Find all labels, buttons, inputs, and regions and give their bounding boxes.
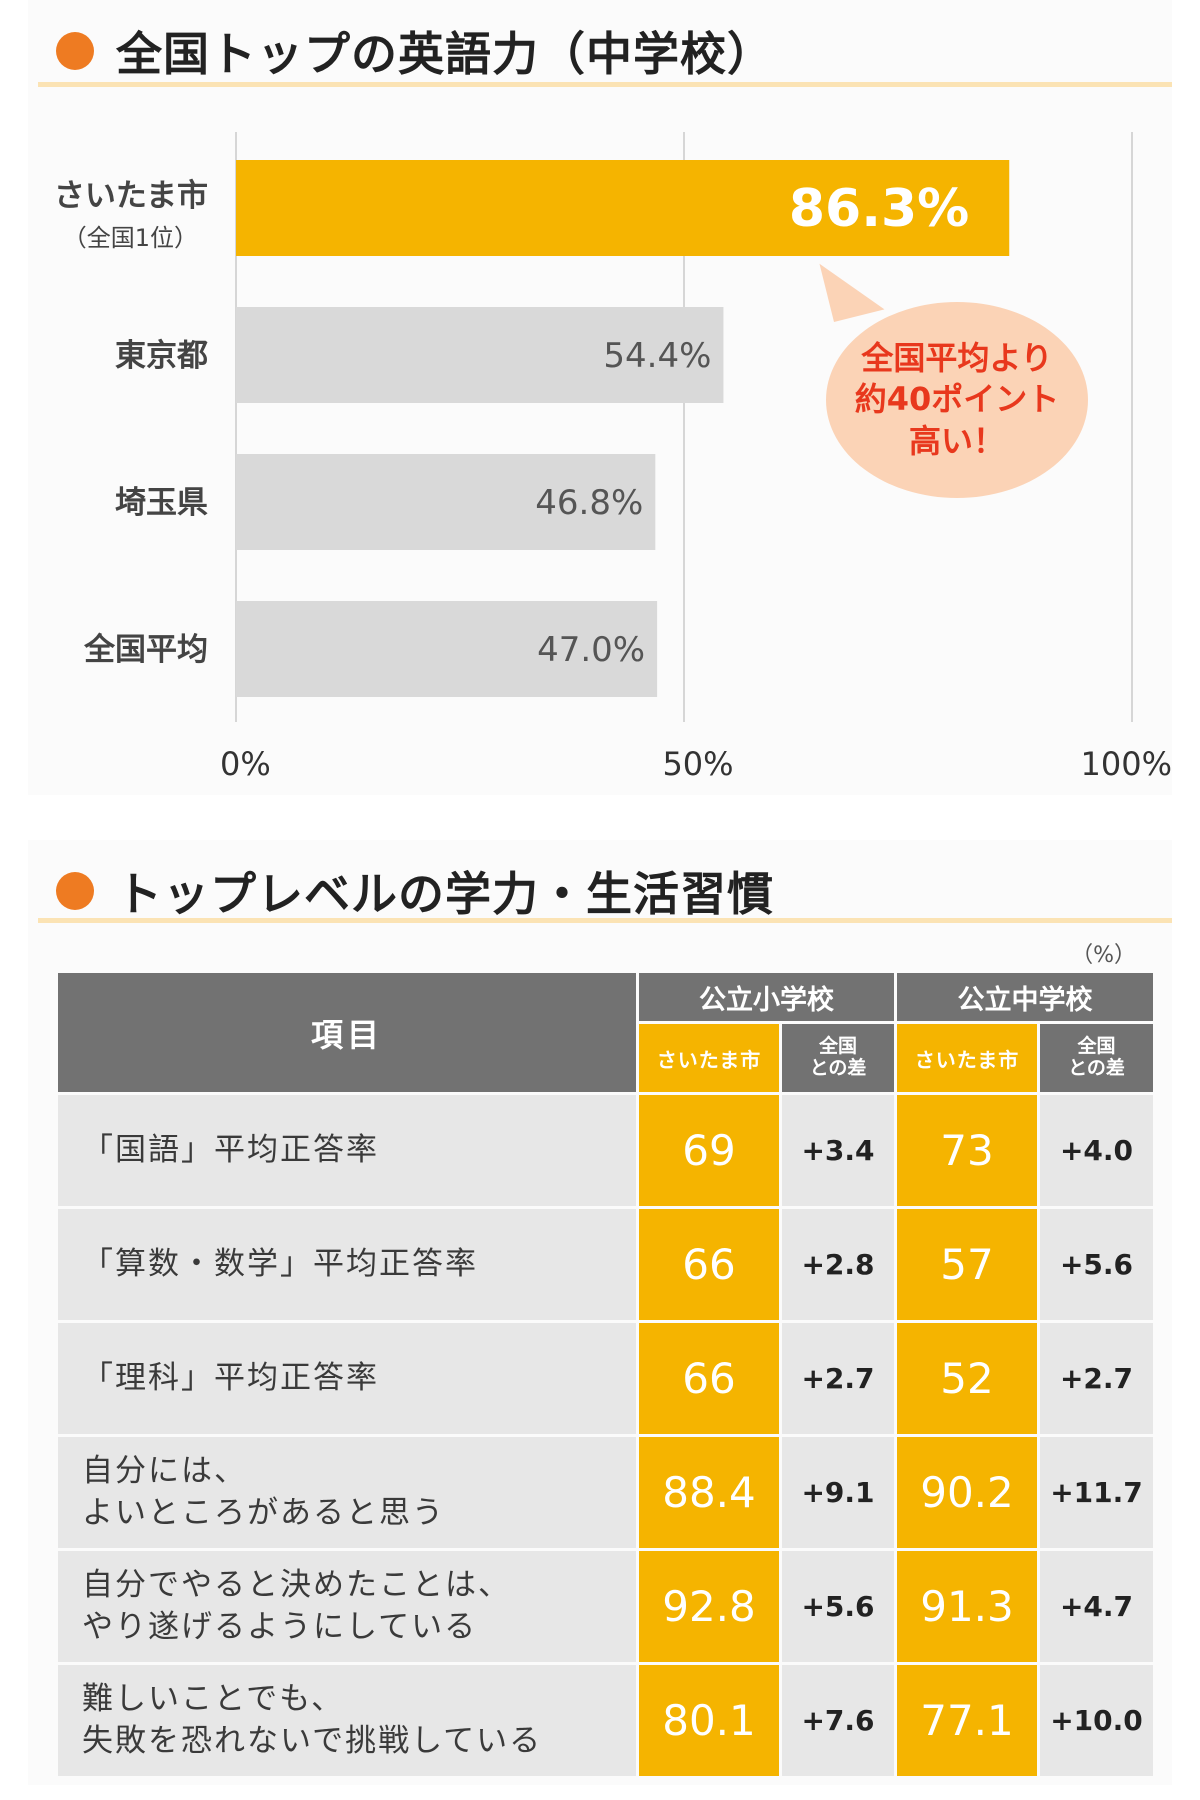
header-diff-elementary: 全国 との差 [782, 1024, 894, 1092]
bullet-dot-icon [56, 32, 94, 70]
row-item-label: 「理科」平均正答率 [58, 1320, 636, 1434]
elementary-city-value: 66 [639, 1320, 779, 1434]
section2-title: トップレベルの学力・生活習慣 [116, 867, 774, 921]
elementary-city-value: 69 [639, 1092, 779, 1206]
header-item: 項目 [58, 973, 636, 1092]
row-item-label: 自分には、 よいところがあると思う [58, 1434, 636, 1548]
junior-high-city-value: 73 [897, 1092, 1037, 1206]
junior-high-diff-value: +4.0 [1040, 1092, 1153, 1206]
bar-value-label: 86.3% [789, 179, 969, 239]
category-label: さいたま市 [54, 178, 208, 214]
x-tick-label: 50% [662, 745, 733, 783]
junior-high-diff-value: +2.7 [1040, 1320, 1153, 1434]
bar [236, 160, 1010, 256]
bar [236, 454, 656, 550]
junior-high-city-value: 57 [897, 1206, 1037, 1320]
section1-rule [38, 82, 1172, 87]
elementary-city-value: 80.1 [639, 1662, 779, 1776]
english-bar-chart: 0% 50% 100% 86.3% さいたま市 （全国1位） 54.4% 東京都 46.8% 埼玉… [54, 132, 1172, 783]
junior-high-city-value: 90.2 [897, 1434, 1037, 1548]
x-tick-label: 100% [1081, 745, 1172, 783]
table-row: 自分には、 よいところがあると思う 88.4 +9.1 90.2 +11.7 [58, 1434, 1153, 1548]
stats-table: 項目 公立小学校 公立中学校 さいたま市 全国 との差 さいたま市 全国 との差 「… [55, 973, 1156, 1776]
elementary-diff-value: +2.7 [782, 1320, 894, 1434]
junior-high-diff-value: +10.0 [1040, 1662, 1153, 1776]
section1-heading: 全国トップの英語力（中学校） [56, 18, 774, 84]
row-item-label: 「算数・数学」平均正答率 [58, 1206, 636, 1320]
bar-value-label: 47.0% [537, 630, 645, 670]
category-label: 東京都 [115, 338, 208, 374]
header-junior-high: 公立中学校 [897, 973, 1153, 1024]
junior-high-city-value: 77.1 [897, 1662, 1037, 1776]
bar [236, 601, 658, 697]
table-row: 自分でやると決めたことは、 やり遂げるようにしている 92.8 +5.6 91.3 +4.… [58, 1548, 1153, 1662]
section2-rule [38, 918, 1172, 923]
category-label: 全国平均 [83, 632, 208, 668]
junior-high-diff-value: +4.7 [1040, 1548, 1153, 1662]
section2-heading: トップレベルの学力・生活習慣 [56, 858, 774, 924]
row-item-label: 「国語」平均正答率 [58, 1092, 636, 1206]
bar-value-label: 54.4% [603, 336, 711, 376]
elementary-diff-value: +2.8 [782, 1206, 894, 1320]
junior-high-city-value: 91.3 [897, 1548, 1037, 1662]
elementary-diff-value: +3.4 [782, 1092, 894, 1206]
header-city-elementary: さいたま市 [639, 1024, 779, 1092]
bullet-dot-icon [56, 872, 94, 910]
unit-label: （%） [1071, 943, 1136, 968]
header-elementary: 公立小学校 [639, 973, 894, 1024]
table-row: 難しいことでも、 失敗を恐れないで挑戦している 80.1 +7.6 77.1 +10.0 [58, 1662, 1153, 1776]
callout-bubble: 全国平均より 約40ポイント 高い！ [826, 302, 1088, 498]
elementary-diff-value: +7.6 [782, 1662, 894, 1776]
header-diff-junior-high: 全国 との差 [1040, 1024, 1153, 1092]
callout-line-2: 約40ポイント [854, 380, 1060, 419]
bar [236, 307, 724, 403]
bar-value-label: 46.8% [535, 483, 643, 523]
elementary-city-value: 88.4 [639, 1434, 779, 1548]
header-city-junior-high: さいたま市 [897, 1024, 1037, 1092]
elementary-city-value: 66 [639, 1206, 779, 1320]
row-item-label: 難しいことでも、 失敗を恐れないで挑戦している [58, 1662, 636, 1776]
elementary-city-value: 92.8 [639, 1548, 779, 1662]
junior-high-diff-value: +5.6 [1040, 1206, 1153, 1320]
junior-high-diff-value: +11.7 [1040, 1434, 1153, 1548]
callout-line-1: 全国平均より [861, 338, 1053, 377]
callout-line-3: 高い！ [908, 421, 1005, 460]
elementary-diff-value: +5.6 [782, 1548, 894, 1662]
table-row: 「国語」平均正答率 69 +3.4 73 +4.0 [58, 1092, 1153, 1206]
category-label: 埼玉県 [115, 485, 208, 521]
table-row: 「算数・数学」平均正答率 66 +2.8 57 +5.6 [58, 1206, 1153, 1320]
x-tick-label: 0% [220, 745, 271, 783]
elementary-diff-value: +9.1 [782, 1434, 894, 1548]
row-item-label: 自分でやると決めたことは、 やり遂げるようにしている [58, 1548, 636, 1662]
table-row: 「理科」平均正答率 66 +2.7 52 +2.7 [58, 1320, 1153, 1434]
section1-title: 全国トップの英語力（中学校） [116, 27, 774, 81]
junior-high-city-value: 52 [897, 1320, 1037, 1434]
category-note: （全国1位） [63, 224, 198, 252]
